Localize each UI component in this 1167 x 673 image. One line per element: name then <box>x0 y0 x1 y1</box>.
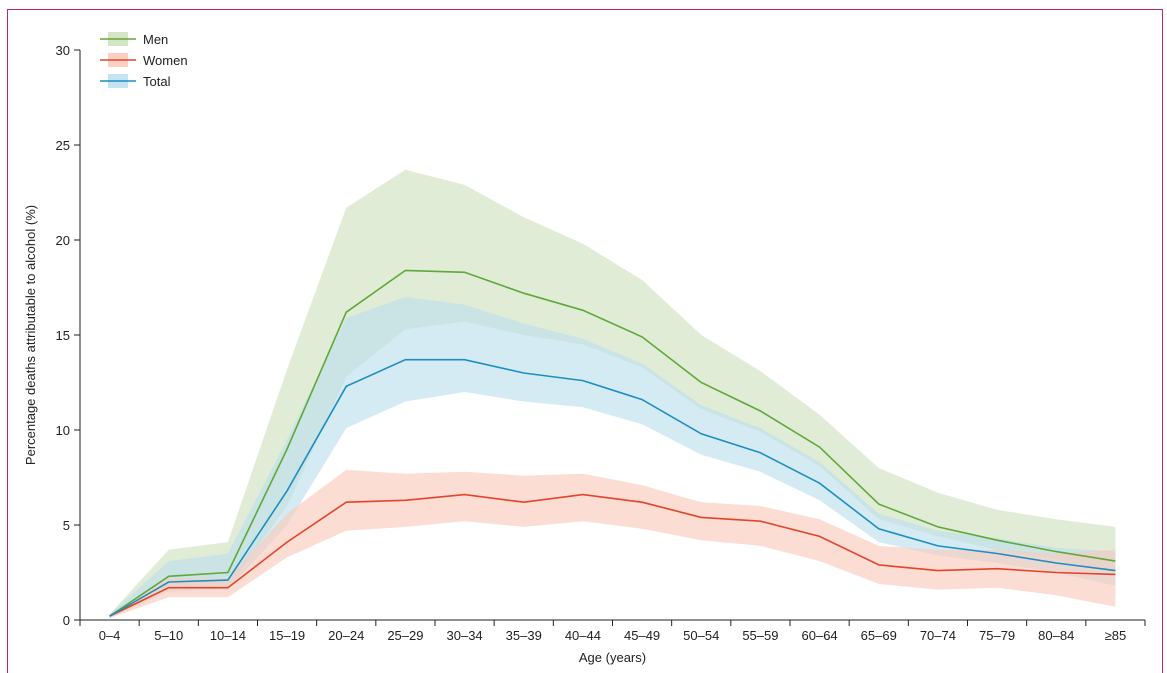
y-ticks: 0 5 10 15 20 25 30 <box>56 43 80 628</box>
x-tick-label: 80–84 <box>1038 628 1074 643</box>
legend: Men Women Total <box>100 32 188 89</box>
x-tick-label: 70–74 <box>920 628 956 643</box>
x-tick-label: 15–19 <box>269 628 305 643</box>
y-axis-label: Percentage deaths attributable to alcoho… <box>23 205 38 465</box>
x-tick-label: 75–79 <box>979 628 1015 643</box>
series-lines <box>109 269 1116 617</box>
x-axis-label: Age (years) <box>579 650 646 665</box>
figure-frame <box>7 9 1163 673</box>
series-line-total <box>109 358 1116 617</box>
y-tick-label: 25 <box>56 138 70 153</box>
x-ticks: 0–4 5–10 10–14 15–19 20–24 25–29 30–34 35–39 40–… <box>79 620 1146 643</box>
x-tick-label: 55–59 <box>742 628 778 643</box>
y-tick-label: 5 <box>63 518 70 533</box>
band-total <box>109 297 1116 619</box>
legend-label-women: Women <box>143 53 188 68</box>
x-tick-label: 65–69 <box>861 628 897 643</box>
x-tick-label: 0–4 <box>99 628 121 643</box>
y-tick-label: 20 <box>56 233 70 248</box>
y-tick-label: 30 <box>56 43 70 58</box>
x-tick-label: 5–10 <box>154 628 183 643</box>
series-line-men <box>109 269 1116 617</box>
x-tick-label: 50–54 <box>683 628 719 643</box>
x-tick-label: 25–29 <box>387 628 423 643</box>
legend-label-total: Total <box>143 74 171 89</box>
y-tick-label: 0 <box>63 613 70 628</box>
x-tick-label: 60–64 <box>802 628 838 643</box>
series-line-women <box>109 493 1116 617</box>
x-tick-label: 35–39 <box>506 628 542 643</box>
x-tick-label: 40–44 <box>565 628 601 643</box>
x-tick-label: ≥85 <box>1105 628 1127 643</box>
confidence-bands <box>109 169 1116 619</box>
x-tick-label: 20–24 <box>328 628 364 643</box>
x-tick-label: 45–49 <box>624 628 660 643</box>
y-tick-label: 10 <box>56 423 70 438</box>
y-tick-label: 15 <box>56 328 70 343</box>
band-women <box>109 469 1116 619</box>
x-tick-label: 10–14 <box>210 628 246 643</box>
x-tick-label: 30–34 <box>447 628 483 643</box>
legend-label-men: Men <box>143 32 168 47</box>
